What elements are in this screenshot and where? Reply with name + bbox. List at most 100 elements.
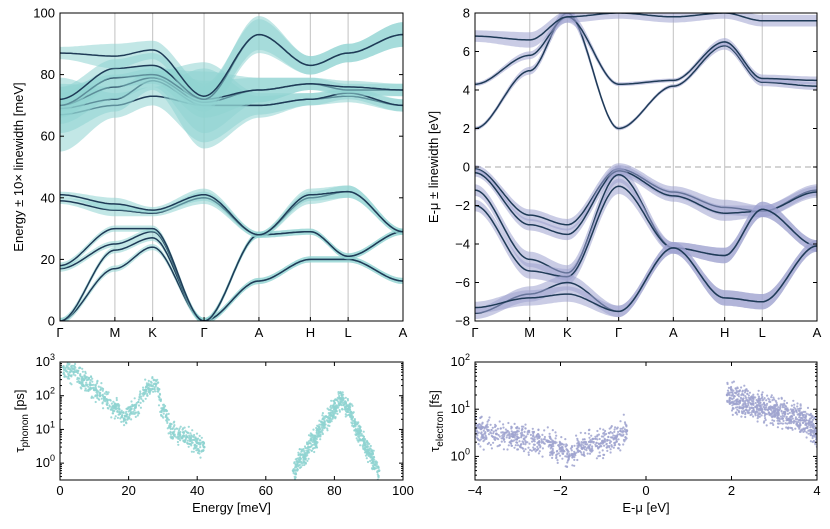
lifetime-point	[531, 427, 534, 430]
lifetime-point	[195, 441, 199, 445]
y-tick-label: 103	[36, 352, 55, 369]
lifetime-point	[570, 452, 573, 455]
lifetime-point	[297, 465, 300, 468]
lifetime-point	[598, 454, 602, 457]
lifetime-point	[128, 416, 131, 419]
lifetime-point	[784, 422, 787, 425]
lifetime-point	[182, 431, 186, 434]
lifetime-point	[736, 387, 739, 390]
lifetime-point	[588, 452, 592, 455]
lifetime-point	[599, 442, 603, 445]
lifetime-point	[302, 455, 305, 459]
lifetime-point	[549, 440, 552, 444]
lifetime-point	[81, 370, 84, 373]
lifetime-point	[499, 427, 502, 430]
lifetime-point	[492, 441, 495, 444]
lifetime-point	[607, 435, 610, 439]
lifetime-point	[596, 435, 599, 438]
lifetime-point	[505, 436, 508, 439]
lifetime-point	[482, 433, 485, 436]
lifetime-point	[619, 449, 622, 452]
lifetime-point	[113, 417, 116, 420]
lifetime-point	[613, 441, 616, 445]
lifetime-point	[575, 447, 578, 450]
lifetime-point	[772, 410, 776, 413]
lifetime-point	[741, 411, 744, 414]
lifetime-point	[303, 445, 307, 448]
lifetime-point	[805, 423, 808, 426]
lifetime-point	[784, 404, 787, 407]
lifetime-point	[355, 423, 358, 426]
lifetime-point	[602, 428, 605, 431]
lifetime-point	[548, 444, 551, 447]
lifetime-point	[518, 427, 521, 430]
lifetime-point	[358, 439, 361, 442]
lifetime-point	[762, 402, 766, 405]
lifetime-point	[144, 378, 147, 381]
lifetime-point	[582, 444, 585, 447]
lifetime-point	[134, 406, 137, 409]
lifetime-point	[371, 449, 374, 452]
x-tick-label: −4	[468, 483, 483, 498]
lifetime-point	[129, 407, 132, 410]
lifetime-point	[585, 441, 588, 444]
lifetime-point	[806, 406, 810, 409]
lifetime-point	[609, 448, 612, 451]
lifetime-point	[187, 442, 190, 445]
lifetime-point	[485, 437, 488, 440]
lifetime-point	[591, 445, 594, 448]
lifetime-point	[726, 399, 729, 402]
lifetime-point	[790, 409, 793, 413]
lifetime-point	[112, 400, 115, 403]
band-line-b2	[60, 237, 403, 321]
lifetime-point	[754, 401, 757, 405]
lifetime-point	[558, 454, 562, 457]
x-axis-label: Energy [meV]	[192, 500, 271, 515]
lifetime-point	[573, 444, 576, 447]
lifetime-point	[105, 390, 108, 393]
lifetime-point	[531, 435, 535, 438]
lifetime-point	[726, 389, 730, 392]
lifetime-point	[90, 395, 93, 398]
lifetime-point	[742, 394, 745, 397]
lifetime-point	[746, 411, 750, 414]
lifetime-point	[786, 422, 789, 425]
lifetime-point	[322, 422, 326, 425]
lifetime-point	[162, 416, 165, 419]
lifetime-point	[76, 380, 79, 383]
lifetime-point	[537, 443, 540, 446]
lifetime-point	[744, 408, 747, 411]
lifetime-point	[366, 443, 369, 446]
lifetime-point	[306, 452, 309, 455]
lifetime-point	[333, 407, 336, 411]
lifetime-point	[193, 446, 196, 449]
lifetime-point	[492, 430, 495, 433]
y-tick-label: 100	[36, 453, 55, 470]
lifetime-point	[765, 413, 769, 416]
lifetime-point	[157, 404, 161, 407]
lifetime-point	[779, 422, 783, 425]
lifetime-point	[776, 426, 780, 429]
lifetime-point	[139, 392, 142, 395]
lifetime-point	[807, 432, 810, 435]
y-tick-label: 102	[451, 352, 470, 369]
lifetime-point	[500, 437, 503, 440]
lifetime-point	[609, 436, 613, 439]
lifetime-point	[800, 429, 804, 432]
lifetime-point	[67, 374, 70, 377]
lifetime-point	[144, 386, 147, 389]
lifetime-point	[189, 432, 192, 435]
lifetime-point	[339, 390, 342, 394]
lifetime-point	[761, 391, 764, 394]
band-line-b6	[60, 190, 403, 236]
lifetime-point	[486, 442, 489, 446]
lifetime-point	[123, 424, 126, 427]
lifetime-point	[84, 387, 87, 390]
lifetime-point	[490, 447, 493, 450]
lifetime-point	[809, 422, 812, 425]
lifetime-point	[773, 419, 776, 422]
lifetime-point	[188, 435, 192, 438]
lifetime-point	[150, 384, 153, 387]
lifetime-point	[584, 432, 587, 435]
lifetime-point	[476, 434, 479, 437]
